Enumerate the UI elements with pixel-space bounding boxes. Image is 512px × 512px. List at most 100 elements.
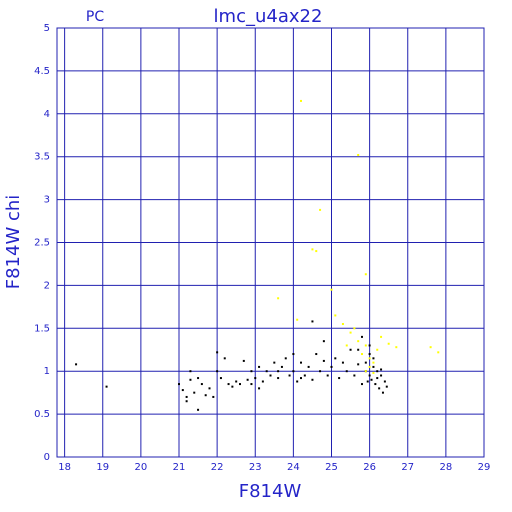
- x-tick-label: 23: [249, 462, 262, 473]
- y-tick-label: 1: [44, 366, 50, 377]
- point: [368, 365, 371, 368]
- point: [374, 383, 377, 386]
- point: [280, 365, 283, 368]
- point: [334, 357, 337, 360]
- point: [361, 335, 363, 338]
- point: [376, 348, 379, 351]
- point: [349, 348, 352, 351]
- point: [296, 380, 299, 383]
- point: [366, 380, 369, 383]
- point: [357, 363, 360, 366]
- y-axis-label: F814W chi: [3, 195, 24, 290]
- point: [341, 361, 344, 364]
- point: [273, 361, 276, 364]
- x-axis-label: F814W: [239, 481, 302, 502]
- point: [307, 365, 310, 368]
- point: [387, 342, 390, 345]
- point: [105, 385, 108, 388]
- x-tick-label: 26: [363, 462, 376, 473]
- x-tick-label: 27: [401, 462, 414, 473]
- point: [216, 351, 219, 354]
- point: [246, 378, 249, 381]
- point: [376, 370, 379, 373]
- y-tick-label: 4.5: [34, 66, 50, 77]
- point: [200, 383, 203, 386]
- point: [300, 377, 302, 380]
- point: [319, 208, 322, 211]
- point: [250, 383, 253, 386]
- point: [364, 273, 367, 276]
- point: [372, 361, 375, 364]
- point: [75, 363, 78, 366]
- point: [269, 374, 272, 377]
- point: [185, 400, 188, 403]
- point: [341, 323, 344, 326]
- point: [361, 353, 363, 356]
- point: [345, 370, 348, 373]
- point: [235, 380, 238, 383]
- point: [368, 357, 371, 360]
- point: [258, 387, 261, 390]
- y-tick-label: 3: [44, 195, 50, 206]
- point: [437, 351, 440, 354]
- point: [277, 377, 280, 380]
- y-tick-label: 0.5: [34, 409, 50, 420]
- point: [292, 353, 295, 356]
- point: [364, 361, 367, 364]
- point: [296, 318, 299, 321]
- point: [338, 377, 341, 380]
- point: [330, 365, 333, 368]
- point: [380, 368, 383, 371]
- point: [227, 383, 230, 386]
- point: [345, 344, 348, 347]
- point: [330, 288, 333, 291]
- point: [368, 353, 371, 356]
- point: [231, 385, 234, 388]
- point: [216, 370, 219, 373]
- y-tick-label: 0: [44, 452, 50, 463]
- point: [208, 387, 211, 390]
- point: [277, 370, 280, 373]
- point: [395, 346, 398, 349]
- point: [368, 374, 371, 377]
- chart-title: lmc_u4ax22: [214, 6, 323, 27]
- point: [370, 378, 373, 381]
- point: [250, 370, 253, 373]
- point: [311, 248, 314, 251]
- point: [372, 365, 375, 368]
- point: [181, 389, 184, 392]
- point: [284, 357, 287, 360]
- point: [258, 365, 261, 368]
- point: [326, 374, 329, 377]
- point: [292, 370, 295, 373]
- point: [357, 348, 360, 351]
- point: [219, 377, 222, 380]
- point: [376, 377, 379, 380]
- y-tick-label: 2: [44, 280, 50, 291]
- point: [254, 377, 257, 380]
- point: [322, 359, 325, 362]
- x-tick-label: 20: [135, 462, 148, 473]
- point: [322, 340, 325, 343]
- point: [364, 344, 367, 347]
- point: [357, 153, 360, 156]
- point: [357, 340, 360, 343]
- y-tick-label: 5: [44, 23, 50, 34]
- point: [372, 371, 375, 374]
- point: [364, 370, 367, 373]
- y-tick-label: 1.5: [34, 323, 50, 334]
- x-tick-label: 19: [96, 462, 109, 473]
- point: [288, 374, 291, 377]
- x-tick-label: 21: [173, 462, 186, 473]
- point: [372, 357, 375, 360]
- point: [385, 385, 388, 388]
- x-tick-label: 24: [287, 462, 300, 473]
- point: [212, 395, 215, 398]
- point: [315, 353, 318, 356]
- x-tick-label: 18: [58, 462, 71, 473]
- point: [334, 314, 337, 317]
- x-tick-label: 28: [440, 462, 453, 473]
- point: [311, 320, 314, 323]
- x-tick-label: 29: [478, 462, 491, 473]
